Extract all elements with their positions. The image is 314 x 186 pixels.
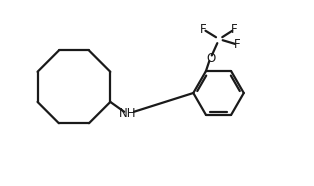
Text: O: O [206,52,215,65]
Text: F: F [231,23,238,36]
Text: F: F [234,38,241,51]
Text: NH: NH [118,107,136,120]
Text: F: F [200,23,207,36]
